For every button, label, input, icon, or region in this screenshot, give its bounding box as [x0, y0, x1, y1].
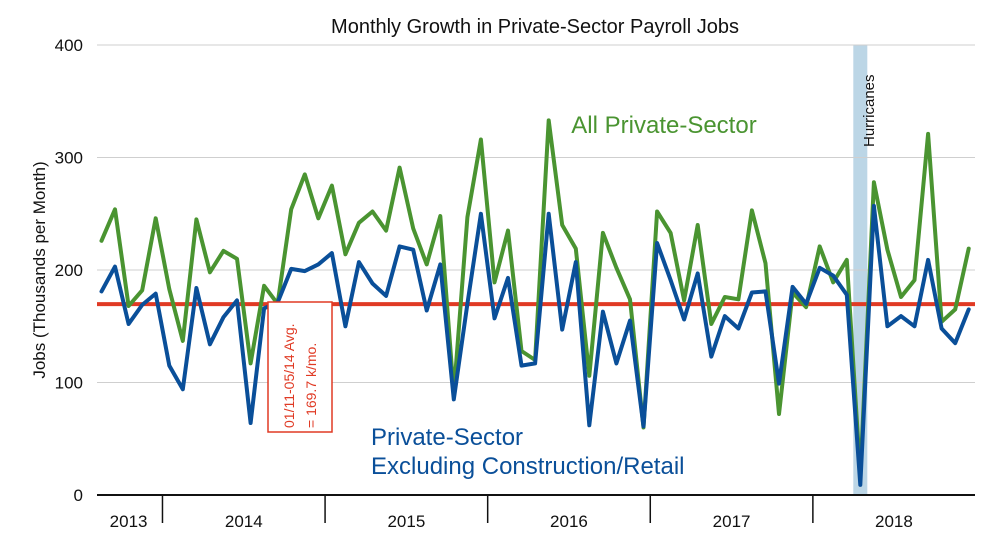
x-tick-label: 2017 — [713, 512, 751, 531]
ex-construction-retail-label-line1: Private-Sector — [371, 424, 523, 451]
x-tick-label: 2015 — [387, 512, 425, 531]
ex-construction-retail-line — [99, 203, 971, 487]
all-private-sector-label: All Private-Sector — [571, 112, 756, 139]
series-layer — [99, 118, 971, 487]
axes-layer: 0 100 200 300 400 2013 2014 2015 2016 2017 2018 — [55, 36, 975, 531]
x-tick-label: 2016 — [550, 512, 588, 531]
grid-layer — [97, 44, 975, 383]
average-label-box — [267, 301, 333, 433]
y-axis-label: Jobs (Thousands per Month) — [30, 161, 49, 378]
x-tick-label: 2013 — [110, 512, 148, 531]
all-private-sector-line — [99, 118, 971, 478]
hurricanes-label: Hurricanes — [861, 74, 878, 147]
y-tick-label: 200 — [55, 261, 83, 280]
y-tick-label: 100 — [55, 374, 83, 393]
ex-construction-retail-label-line2: Excluding Construction/Retail — [371, 453, 685, 480]
average-label-line2: = 169.7 k/mo. — [303, 343, 319, 428]
chart-title: Monthly Growth in Private-Sector Payroll… — [331, 16, 739, 38]
x-tick-label: 2018 — [875, 512, 913, 531]
y-tick-label: 400 — [55, 36, 83, 55]
average-label-line1: 01/11-05/14 Avg. — [281, 323, 297, 428]
y-tick-label: 0 — [74, 486, 83, 505]
y-tick-label: 300 — [55, 149, 83, 168]
x-tick-label: 2014 — [225, 512, 263, 531]
